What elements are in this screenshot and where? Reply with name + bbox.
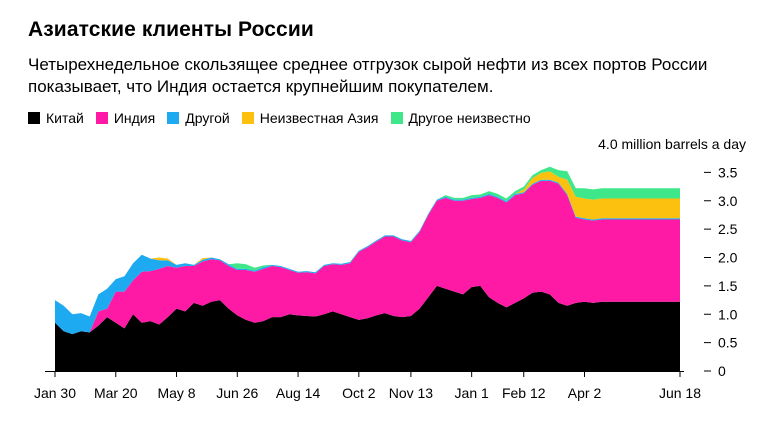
legend-swatch-other <box>167 112 180 124</box>
legend-label-other: Другой <box>185 110 230 126</box>
legend-swatch-unknown-asia <box>241 112 254 124</box>
legend-item-unknown-asia: Неизвестная Азия <box>241 110 379 126</box>
y-tick-label: 3.0 <box>718 193 738 209</box>
x-tick-label: Jan 30 <box>34 385 76 401</box>
legend-swatch-other-unknown <box>390 112 403 124</box>
area-series-china <box>55 285 680 371</box>
y-tick-label: 0.5 <box>718 335 738 351</box>
x-tick-label: Apr 2 <box>568 385 602 401</box>
legend-label-india: Индия <box>113 110 156 126</box>
legend-swatch-china <box>28 112 40 124</box>
y-tick-label: 2.0 <box>718 250 738 266</box>
legend-item-india: Индия <box>95 110 156 126</box>
x-tick-label: Jan 1 <box>455 385 489 401</box>
unit-label: 4.0 million barrels a day <box>598 136 746 152</box>
x-tick-label: Nov 13 <box>389 385 434 401</box>
legend-item-other-unknown: Другое неизвестно <box>390 110 531 126</box>
y-tick-label: 3.5 <box>718 164 738 180</box>
chart-subtitle: Четырехнедельное скользящее среднее отгр… <box>28 55 708 96</box>
x-tick-label: Feb 12 <box>502 385 546 401</box>
y-tick-label: 2.5 <box>718 221 738 237</box>
area-series-india <box>55 180 680 335</box>
legend-swatch-india <box>95 112 108 124</box>
y-tick-label: 0 <box>718 363 726 379</box>
x-tick-label: May 8 <box>157 385 195 401</box>
x-tick-label: Mar 20 <box>94 385 138 401</box>
legend: Китай Индия Другой Неизвестная Азия Друг… <box>28 110 543 126</box>
legend-item-china: Китай <box>28 110 84 126</box>
x-tick-label: Oct 2 <box>342 385 376 401</box>
y-tick-label: 1.0 <box>718 306 738 322</box>
y-tick-label: 1.5 <box>718 278 738 294</box>
x-tick-label: Jun 18 <box>659 385 701 401</box>
x-tick-label: Jun 26 <box>216 385 258 401</box>
legend-item-other: Другой <box>167 110 230 126</box>
legend-label-china: Китай <box>46 110 84 126</box>
legend-label-other-unknown: Другое неизвестно <box>408 110 531 126</box>
legend-label-unknown-asia: Неизвестная Азия <box>259 110 379 126</box>
chart-title: Азиатские клиенты России <box>28 18 314 41</box>
x-tick-label: Aug 14 <box>276 385 321 401</box>
